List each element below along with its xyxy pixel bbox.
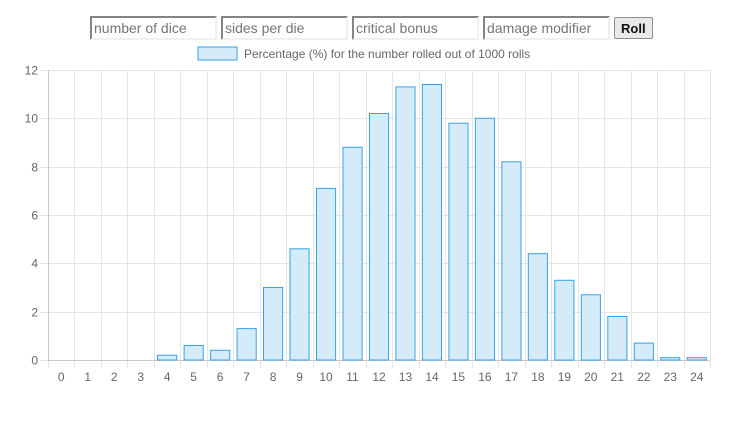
y-tick-label: 12 <box>25 64 39 78</box>
bar-9[interactable] <box>289 248 310 361</box>
x-tick-label: 3 <box>137 370 144 384</box>
bar-17[interactable] <box>501 161 522 361</box>
x-tick-label: 12 <box>372 370 386 384</box>
bar-10[interactable] <box>316 187 337 361</box>
x-tick-label: 8 <box>270 370 277 384</box>
y-tick-label: 6 <box>31 209 38 223</box>
chart-bars <box>157 84 707 361</box>
x-tick-label: 23 <box>664 370 678 384</box>
bar-20[interactable] <box>580 294 601 361</box>
x-tick-label: 17 <box>505 370 519 384</box>
bar-4[interactable] <box>157 354 178 361</box>
bar-6[interactable] <box>210 349 231 361</box>
critical-bonus-input[interactable] <box>352 16 479 40</box>
x-axis-ticks: 0 1 2 3 4 5 6 7 8 9 10 11 12 13 14 15 16 17 18 19 20 21 22 23 24 <box>58 370 704 384</box>
x-tick-label: 2 <box>111 370 118 384</box>
y-tick-label: 0 <box>31 354 38 368</box>
x-tick-label: 11 <box>346 370 359 384</box>
x-tick-label: 1 <box>84 370 91 384</box>
bar-7[interactable] <box>236 328 257 361</box>
x-tick-label: 9 <box>296 370 303 384</box>
x-tick-label: 0 <box>58 370 65 384</box>
bar-24[interactable] <box>686 357 707 361</box>
legend-swatch <box>197 46 238 61</box>
damage-modifier-input[interactable] <box>483 16 610 40</box>
y-axis-ticks: 0 2 4 6 8 10 12 <box>25 64 39 368</box>
y-tick-label: 4 <box>31 257 38 271</box>
bar-22[interactable] <box>633 342 654 361</box>
number-of-dice-input[interactable] <box>90 16 217 40</box>
x-tick-label: 10 <box>319 370 333 384</box>
bar-12[interactable] <box>369 113 390 361</box>
bar-16[interactable] <box>474 117 495 361</box>
bar-14[interactable] <box>421 84 442 361</box>
x-tick-label: 16 <box>478 370 492 384</box>
bar-8[interactable] <box>263 287 284 361</box>
x-tick-label: 4 <box>164 370 171 384</box>
bar-18[interactable] <box>527 253 548 361</box>
bar-5[interactable] <box>183 345 204 361</box>
x-tick-label: 6 <box>217 370 224 384</box>
bar-19[interactable] <box>554 279 575 361</box>
x-tick-label: 7 <box>243 370 250 384</box>
legend-label: Percentage (%) for the number rolled out… <box>244 47 530 61</box>
x-tick-label: 14 <box>425 370 439 384</box>
bar-21[interactable] <box>607 316 628 361</box>
x-tick-label: 22 <box>637 370 651 384</box>
sides-per-die-input[interactable] <box>221 16 348 40</box>
dice-controls: Roll <box>90 16 653 40</box>
bar-13[interactable] <box>395 86 416 361</box>
chart-legend[interactable]: Percentage (%) for the number rolled out… <box>197 46 530 61</box>
y-tick-label: 10 <box>25 112 39 126</box>
y-tick-label: 2 <box>31 306 38 320</box>
x-tick-label: 19 <box>558 370 572 384</box>
bar-11[interactable] <box>342 146 363 361</box>
bar-15[interactable] <box>448 122 469 361</box>
bar-23[interactable] <box>660 357 681 361</box>
x-tick-label: 15 <box>452 370 466 384</box>
x-tick-label: 5 <box>190 370 197 384</box>
x-tick-label: 20 <box>584 370 598 384</box>
roll-button[interactable]: Roll <box>614 17 653 39</box>
x-tick-label: 24 <box>690 370 704 384</box>
x-tick-label: 13 <box>399 370 413 384</box>
y-tick-label: 8 <box>31 161 38 175</box>
x-tick-label: 21 <box>611 370 625 384</box>
x-tick-label: 18 <box>531 370 545 384</box>
